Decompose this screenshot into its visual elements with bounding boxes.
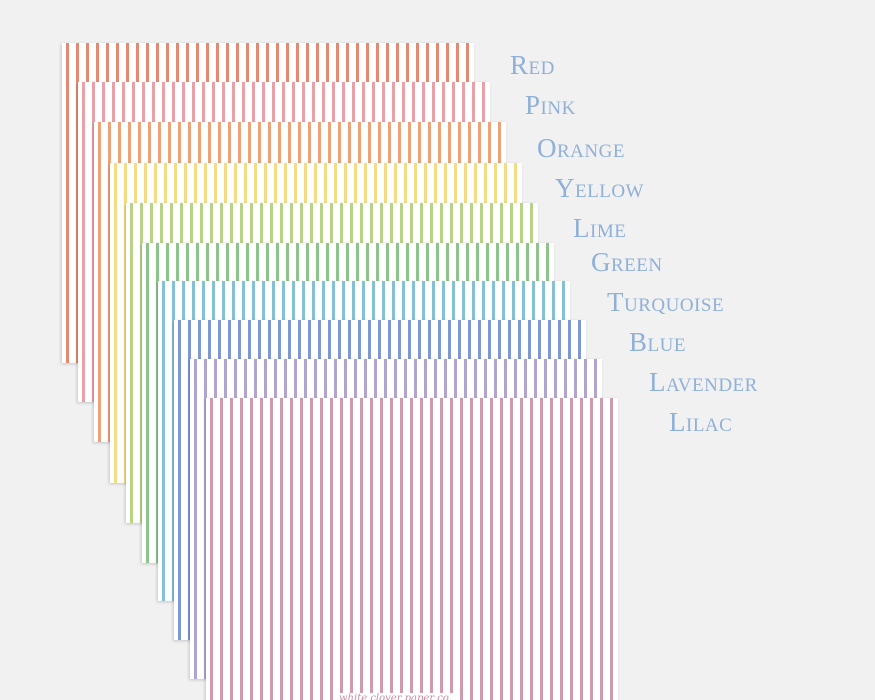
color-label-lime: Lime <box>573 213 627 243</box>
watermark: white clover paper co. <box>336 693 455 700</box>
color-label-yellow: Yellow <box>555 173 644 203</box>
color-label-pink: Pink <box>525 90 576 120</box>
color-label-red: Red <box>510 50 555 80</box>
color-label-lavender: Lavender <box>649 367 758 397</box>
color-label-green: Green <box>591 247 663 277</box>
color-label-lilac: Lilac <box>669 407 733 437</box>
color-label-turquoise: Turquoise <box>607 287 725 317</box>
color-label-blue: Blue <box>629 327 686 357</box>
paper-sheet-lilac: white clover paper co. <box>206 398 618 700</box>
color-label-orange: Orange <box>537 133 625 163</box>
